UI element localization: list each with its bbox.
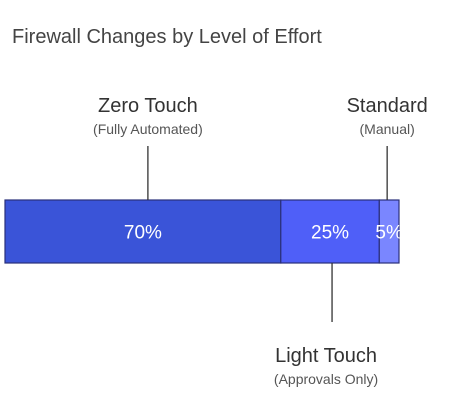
category-label-standard: Standard (347, 95, 428, 117)
category-label-light-touch: Light Touch (275, 345, 377, 367)
data-label-light-touch: 25% (311, 223, 349, 244)
bar-segment-standard (378, 199, 400, 264)
bar-segment-light-touch (280, 199, 380, 264)
category-label-zero-touch: Zero Touch (98, 95, 198, 117)
callouts: Zero Touch (Fully Automated) Light Touch (A… (93, 95, 428, 387)
category-sublabel-zero-touch: (Fully Automated) (93, 121, 203, 137)
chart-title: Firewall Changes by Level of Effort (12, 26, 322, 48)
bar-segment-zero-touch (4, 199, 282, 264)
category-sublabel-standard: (Manual) (360, 121, 415, 137)
data-label-zero-touch: 70% (124, 223, 162, 244)
category-sublabel-light-touch: (Approvals Only) (274, 371, 378, 387)
stacked-bar: 70% 25% 5% (4, 199, 403, 264)
data-label-standard: 5% (375, 223, 403, 244)
